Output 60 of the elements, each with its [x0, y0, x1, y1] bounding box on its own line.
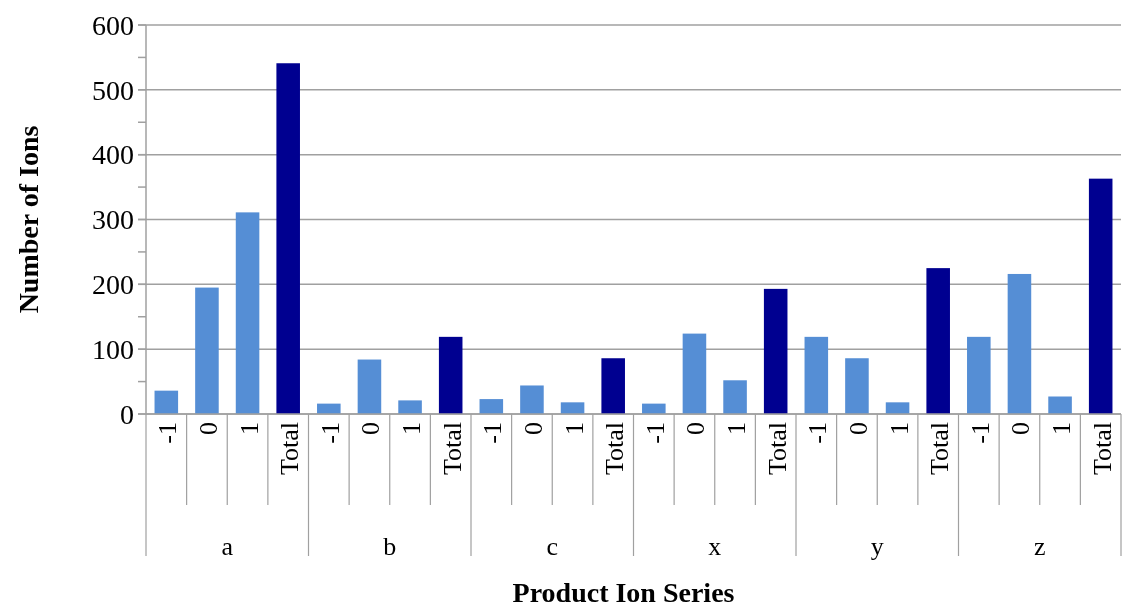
- bar: [885, 402, 910, 414]
- x-tick-label: Total: [437, 422, 467, 476]
- text: x: [708, 532, 722, 561]
- x-tick-label: 1: [397, 422, 427, 435]
- bar: [479, 399, 504, 414]
- bar: [926, 268, 950, 414]
- text: b: [383, 532, 397, 561]
- y-tick-label: 100: [92, 333, 134, 365]
- x-axis-title: Product Ion Series: [512, 577, 735, 608]
- bar: [682, 333, 707, 414]
- x-tick-label: 0: [843, 422, 873, 435]
- x-tick-label: 1: [234, 422, 264, 435]
- bar: [195, 287, 219, 414]
- bar: [601, 358, 625, 414]
- x-tick-label: -1: [640, 422, 670, 444]
- y-tick-label: 600: [92, 9, 134, 41]
- text: a: [221, 532, 234, 561]
- text: z: [1033, 532, 1046, 561]
- y-axis-title: Number of Ions: [13, 125, 44, 314]
- x-tick-label: Total: [762, 422, 792, 476]
- x-tick-label: Total: [600, 422, 630, 476]
- x-tick-label: 0: [1006, 422, 1036, 435]
- x-tick-label: 0: [681, 422, 711, 435]
- x-tick-label: -1: [315, 422, 345, 444]
- x-tick-label: -1: [478, 422, 508, 444]
- y-tick-label: 500: [92, 74, 134, 106]
- x-tick-label: Total: [925, 422, 955, 476]
- x-tick-label: 1: [884, 422, 914, 435]
- bar: [967, 336, 991, 414]
- bar: [560, 402, 585, 414]
- text: c: [546, 532, 559, 561]
- x-tick-label: 0: [518, 422, 548, 435]
- bar: [438, 336, 463, 414]
- x-tick-label: -1: [965, 422, 995, 444]
- bar: [357, 359, 382, 414]
- bar: [723, 380, 747, 414]
- bar: [763, 288, 788, 414]
- text: y: [870, 532, 884, 561]
- bar: [1007, 273, 1032, 414]
- bar: [398, 400, 422, 414]
- x-tick-label: -1: [803, 422, 833, 444]
- bar: [804, 336, 829, 414]
- bar: [520, 385, 544, 414]
- x-tick-label: 1: [559, 422, 589, 435]
- x-tick-label: Total: [1087, 422, 1117, 476]
- bar: [235, 212, 260, 414]
- bar: [1048, 396, 1072, 414]
- x-tick-label: 1: [1047, 422, 1077, 435]
- y-tick-label: 300: [92, 204, 134, 236]
- x-tick-label: 1: [722, 422, 752, 435]
- x-tick-label: 0: [193, 422, 223, 435]
- y-tick-label: 400: [92, 139, 134, 171]
- x-tick-label: Total: [275, 422, 305, 476]
- bar: [845, 358, 869, 414]
- bar: [1088, 178, 1113, 414]
- bar: [154, 390, 179, 414]
- y-tick-label: 200: [92, 269, 134, 301]
- x-tick-label: 0: [356, 422, 386, 435]
- bar: [276, 63, 300, 414]
- x-tick-label: -1: [153, 422, 183, 444]
